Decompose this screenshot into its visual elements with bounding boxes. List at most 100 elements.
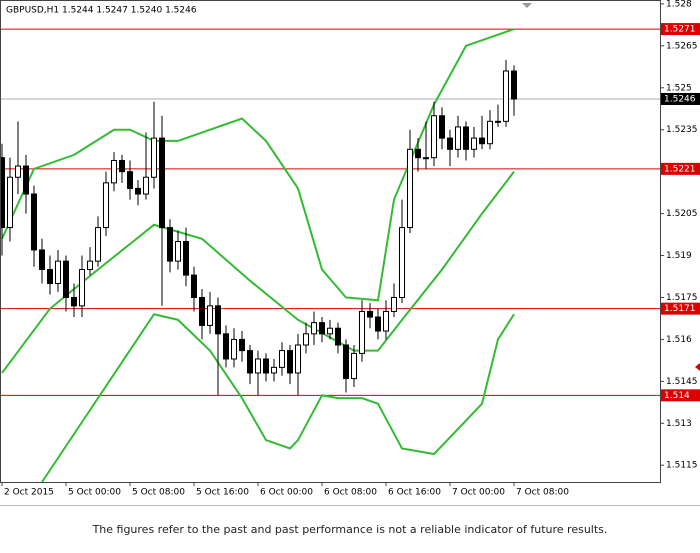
candle-body [79,269,85,307]
candle-body [463,126,469,150]
candle-body [95,227,101,262]
y-tick-label: 1.5115 [666,461,698,471]
x-tick-label: 5 Oct 00:00 [68,488,121,498]
candle-body [223,333,229,360]
candle-body [415,148,421,159]
y-tick-label: 1.528 [666,0,692,9]
level-label-box [661,23,700,36]
candle-body [175,241,181,262]
shift-marker [522,3,532,8]
candle-body [31,193,37,251]
level-label-box [661,162,700,175]
candle-body [367,310,373,318]
candle-body [15,165,21,178]
candle-body [111,159,117,184]
candle-body [7,176,13,229]
candle-body [231,338,237,360]
candle-body [23,165,29,195]
candle-body [183,241,189,276]
candle-body [407,148,413,229]
candle-body [495,120,501,123]
candle-body [471,137,477,150]
level-label-box [661,302,700,315]
candle-body [119,159,125,173]
plot-frame [0,0,661,483]
side-marker [695,363,700,371]
candle-body [191,274,197,298]
level-label-box [661,389,700,402]
candle-body [351,352,357,380]
bollinger-band [1,171,515,374]
y-tick-label: 1.513 [666,419,692,429]
candle-body [375,316,381,332]
x-tick-label: 6 Oct 16:00 [388,488,441,498]
bollinger-band [1,28,515,302]
candle-body [167,227,173,262]
candle-body [303,333,309,346]
candle-body [47,269,53,284]
chart-title: GBPUSD,H1 1.5244 1.5247 1.5240 1.5246 [6,6,197,16]
candle-body [247,350,253,374]
y-tick-label: 1.5205 [666,209,698,219]
candle-body [271,366,277,374]
candle-body [343,344,349,380]
x-tick-label: 2 Oct 2015 [4,488,54,498]
candle-body [439,115,445,139]
candle-body [455,126,461,150]
candle-body [423,157,429,160]
x-tick-label: 5 Oct 16:00 [196,488,249,498]
y-tick-label: 1.516 [666,335,692,345]
y-tick-label: 1.5175 [666,293,698,303]
candle-body [383,310,389,332]
y-tick-label: 1.519 [666,251,692,261]
candle-body [207,305,213,326]
candle-body [199,296,205,326]
level-label: 1.5271 [664,25,696,35]
y-tick-label: 1.525 [666,83,692,93]
candle-body [215,305,221,335]
candle-body [55,260,61,284]
chart: GBPUSD,H1 1.5244 1.5247 1.5240 1.5246 1.… [0,0,700,498]
candle-body [255,358,261,374]
level-label: 1.514 [664,391,690,401]
candle-body [71,296,77,307]
x-tick-label: 7 Oct 08:00 [516,488,569,498]
candle-body [295,344,301,374]
candle-body [327,327,333,335]
x-tick-label: 7 Oct 00:00 [452,488,505,498]
candle-body [391,296,397,312]
candle-body [127,171,133,189]
candle-body [431,115,437,159]
y-tick-label: 1.5265 [666,41,698,51]
level-label: 1.5221 [664,164,696,174]
y-tick-label: 1.5145 [666,377,698,387]
plot [1,28,660,482]
candle-body [359,310,365,354]
candle-body [447,137,453,150]
candle-body [135,187,141,195]
candle-body [319,322,325,335]
candle-body [159,137,165,229]
y-tick-label: 1.5235 [666,125,698,135]
candle-body [87,260,93,271]
candle-body [39,249,45,271]
candle-body [1,157,5,229]
candle-body [263,358,269,374]
candle-body [335,327,341,346]
disclaimer: The figures refer to the past and past p… [0,505,700,553]
x-tick-label: 6 Oct 08:00 [324,488,377,498]
candle-body [511,70,517,100]
candle-body [399,227,405,298]
current-price-label: 1.5246 [664,94,696,104]
x-tick-label: 5 Oct 08:00 [132,488,185,498]
candle-body [239,338,245,352]
candle-body [487,120,493,145]
level-label: 1.5171 [664,304,696,314]
candle-body [151,137,157,178]
candle-body [311,322,317,335]
current-price-box [661,92,700,105]
candle-body [279,350,285,368]
candle-body [63,260,69,298]
bollinger-band [41,313,515,482]
